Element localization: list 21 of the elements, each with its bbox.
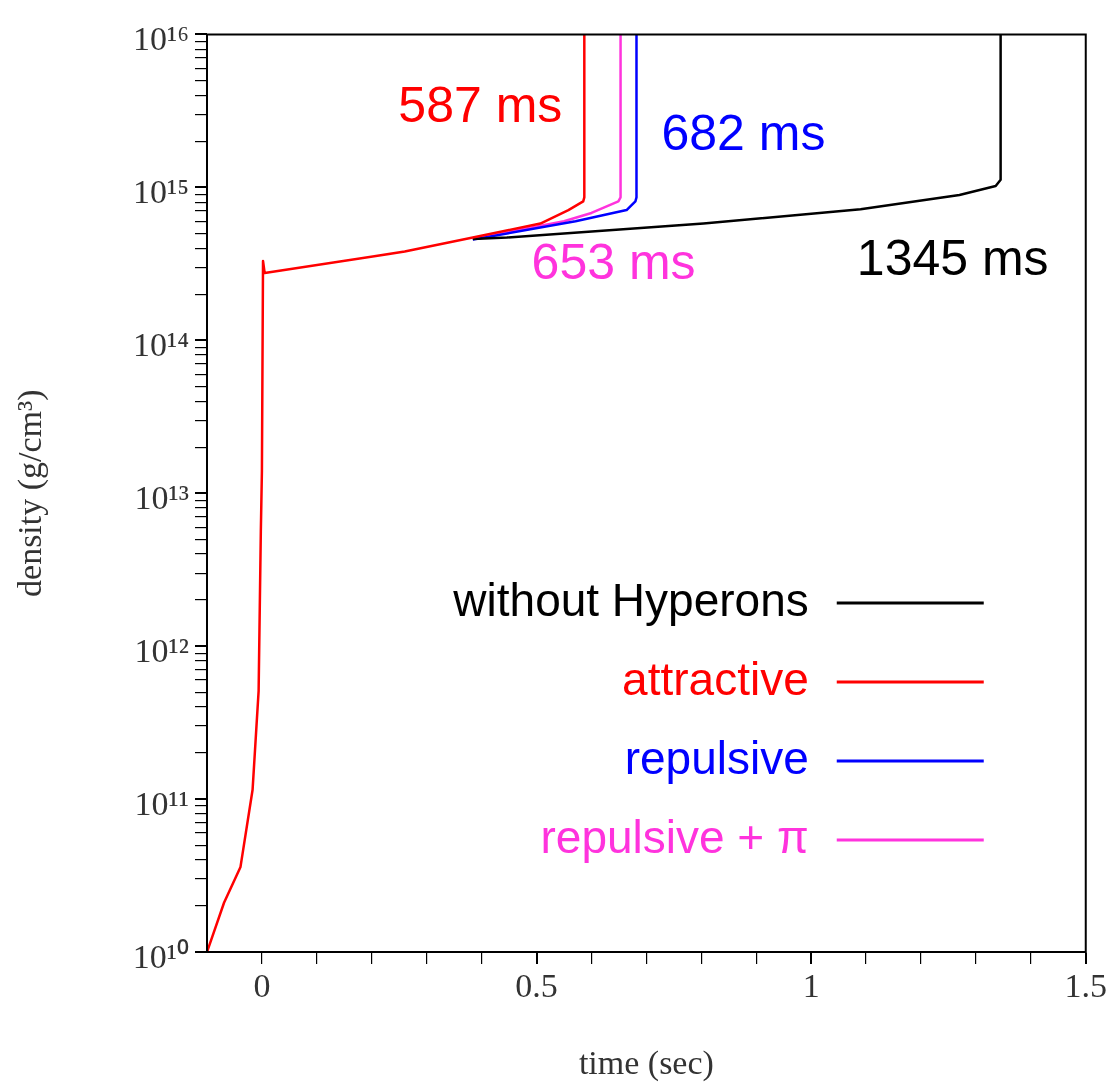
y-tick-label: 10¹¹ xyxy=(134,784,189,822)
x-tick-label: 0 xyxy=(253,967,271,1005)
annotation: 682 ms xyxy=(661,105,826,162)
y-tick-label: 10¹⁶ xyxy=(132,20,189,58)
y-tick-label: 10¹³ xyxy=(134,479,189,517)
x-tick-label: 0.5 xyxy=(515,967,558,1005)
y-tick-label: 10¹⁰ xyxy=(132,937,189,975)
y-tick-label: 10¹⁴ xyxy=(132,326,189,364)
annotation: 587 ms xyxy=(398,77,563,134)
y-tick-label: 10¹⁵ xyxy=(132,173,189,211)
x-tick-label: 1 xyxy=(802,967,820,1005)
annotation: 653 ms xyxy=(531,234,696,291)
y-axis-title: density (g/cm³) xyxy=(11,389,50,597)
y-tick-label: 10¹² xyxy=(134,632,189,670)
legend-label: repulsive xyxy=(624,731,809,784)
x-axis-title: time (sec) xyxy=(578,1043,714,1082)
legend-label: repulsive + π xyxy=(540,810,809,863)
annotation: 1345 ms xyxy=(856,229,1049,286)
legend-label: attractive xyxy=(622,652,809,705)
legend-label: without Hyperons xyxy=(452,573,809,626)
x-tick-label: 1.5 xyxy=(1064,967,1107,1005)
